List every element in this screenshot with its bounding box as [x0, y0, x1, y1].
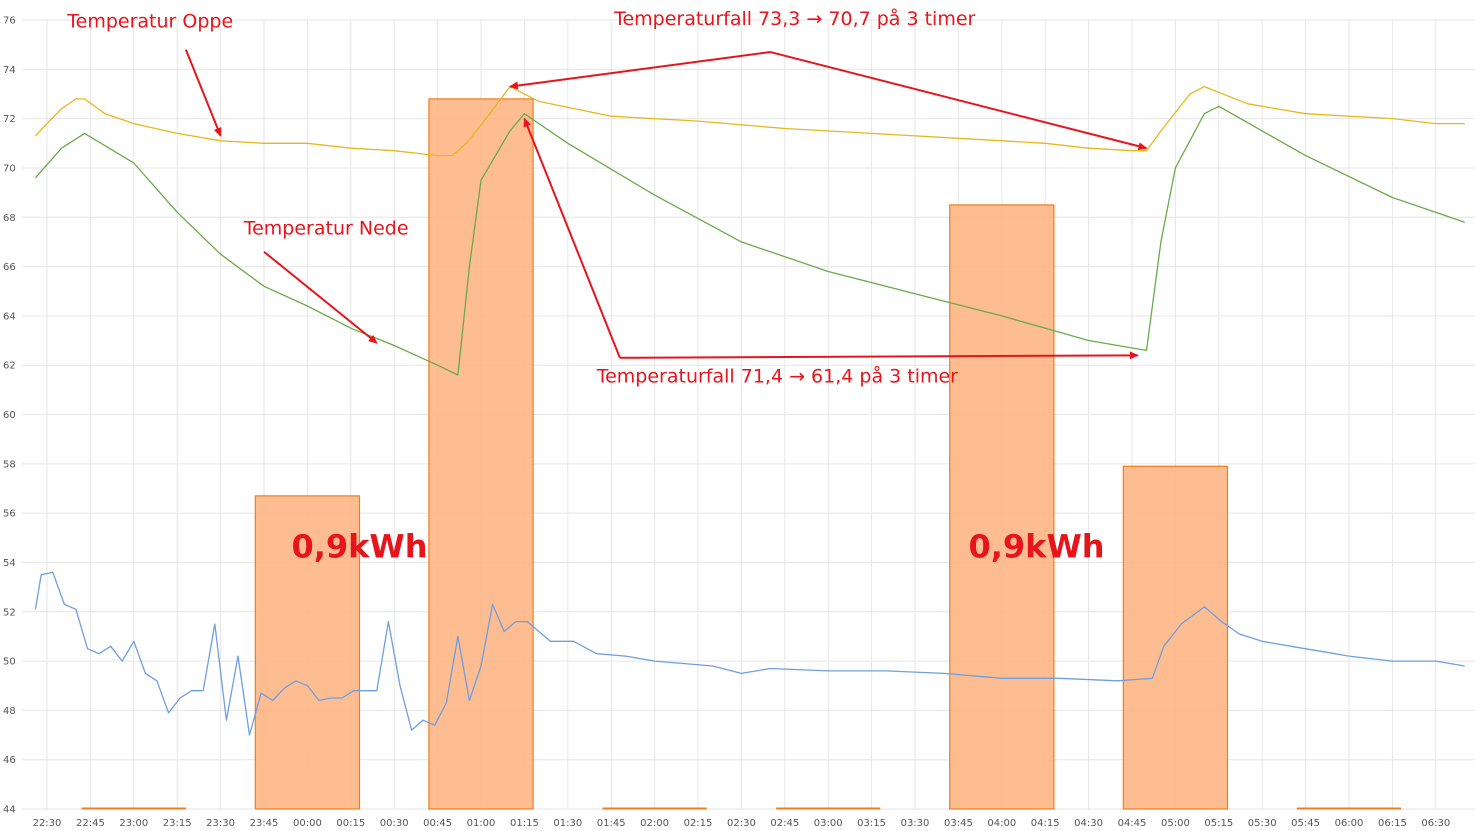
y-tick-label: 66	[3, 262, 16, 273]
y-tick-label: 76	[3, 16, 16, 27]
y-tick-label: 60	[3, 410, 16, 421]
y-tick-label: 48	[3, 706, 16, 717]
x-tick-label: 22:30	[33, 818, 62, 829]
y-tick-label: 72	[3, 114, 16, 125]
y-tick-label: 44	[3, 805, 16, 816]
x-tick-label: 01:45	[597, 818, 626, 829]
annotations: Temperatur Oppe Temperatur Nede Temperatur…	[66, 7, 1104, 566]
x-tick-label: 04:00	[987, 818, 1016, 829]
annotation-arrow	[770, 51, 1148, 151]
annotation-arrow	[619, 351, 1139, 360]
x-tick-label: 00:15	[336, 818, 365, 829]
y-tick-label: 70	[3, 163, 16, 174]
energy-bar	[428, 98, 534, 810]
x-tick-label: 00:45	[423, 818, 452, 829]
x-tick-label: 22:45	[76, 818, 105, 829]
x-tick-label: 03:45	[944, 818, 973, 829]
x-tick-label: 02:15	[684, 818, 713, 829]
x-tick-label: 03:00	[814, 818, 843, 829]
x-tick-label: 02:00	[640, 818, 669, 829]
grid	[22, 19, 1475, 810]
y-tick-label: 68	[3, 213, 16, 224]
series-line-nede	[34, 105, 1465, 376]
x-tick-label: 05:00	[1161, 818, 1190, 829]
y-tick-label: 56	[3, 509, 16, 520]
annotation-arrow	[263, 250, 378, 344]
x-tick-label: 00:30	[380, 818, 409, 829]
series-lines	[34, 85, 1465, 736]
series-line-oppe	[34, 85, 1465, 157]
y-tick-label: 64	[3, 311, 16, 322]
x-tick-label: 23:30	[206, 818, 235, 829]
y-tick-label: 54	[3, 558, 16, 569]
energy-bar	[949, 204, 1055, 810]
y-axis: 44 46 48 50 52 54 56 58 60 62 64 66 68 70 72 74 76	[3, 16, 16, 816]
annotation-arrow	[508, 51, 771, 90]
x-axis: 22:30 22:45 23:00 23:15 23:30 23:45 00:00 00:15…	[33, 818, 1451, 829]
annotation-arrow	[184, 49, 222, 137]
x-tick-label: 23:45	[250, 818, 279, 829]
energy-label: 0,9kWh	[968, 528, 1104, 566]
x-tick-label: 04:45	[1118, 818, 1147, 829]
x-tick-label: 04:30	[1074, 818, 1103, 829]
x-tick-label: 02:30	[727, 818, 756, 829]
x-tick-label: 05:45	[1291, 818, 1320, 829]
x-tick-label: 04:15	[1031, 818, 1060, 829]
energy-bars	[254, 98, 1229, 810]
x-tick-label: 03:30	[901, 818, 930, 829]
x-tick-label: 23:15	[163, 818, 192, 829]
y-tick-label: 58	[3, 459, 16, 470]
energy-bar	[1122, 465, 1229, 810]
energy-bar	[254, 495, 361, 810]
annotation-label: Temperatur Nede	[243, 218, 409, 240]
y-tick-label: 52	[3, 607, 16, 618]
x-tick-label: 01:00	[467, 818, 496, 829]
annotation-arrows	[184, 49, 1148, 360]
x-tick-label: 03:15	[857, 818, 886, 829]
x-tick-label: 06:15	[1378, 818, 1407, 829]
y-tick-label: 46	[3, 755, 16, 766]
annotation-label: Temperaturfall 73,3 → 70,7 på 3 timer	[613, 7, 975, 30]
x-tick-label: 05:30	[1248, 818, 1277, 829]
x-tick-label: 02:45	[770, 818, 799, 829]
x-tick-label: 23:00	[119, 818, 148, 829]
y-tick-label: 62	[3, 361, 16, 372]
annotation-label: Temperatur Oppe	[66, 10, 233, 32]
annotation-label: Temperaturfall 71,4 → 61,4 på 3 timer	[596, 364, 958, 387]
x-tick-label: 06:30	[1421, 818, 1450, 829]
x-tick-label: 01:30	[553, 818, 582, 829]
x-tick-label: 06:00	[1335, 818, 1364, 829]
y-tick-label: 74	[3, 65, 16, 76]
x-tick-label: 05:15	[1204, 818, 1233, 829]
energy-label: 0,9kWh	[291, 528, 427, 566]
annotation-arrow	[523, 117, 621, 359]
x-tick-label: 00:00	[293, 818, 322, 829]
series-line-blue	[34, 571, 1465, 736]
y-tick-label: 50	[3, 657, 16, 668]
x-tick-label: 01:15	[510, 818, 539, 829]
